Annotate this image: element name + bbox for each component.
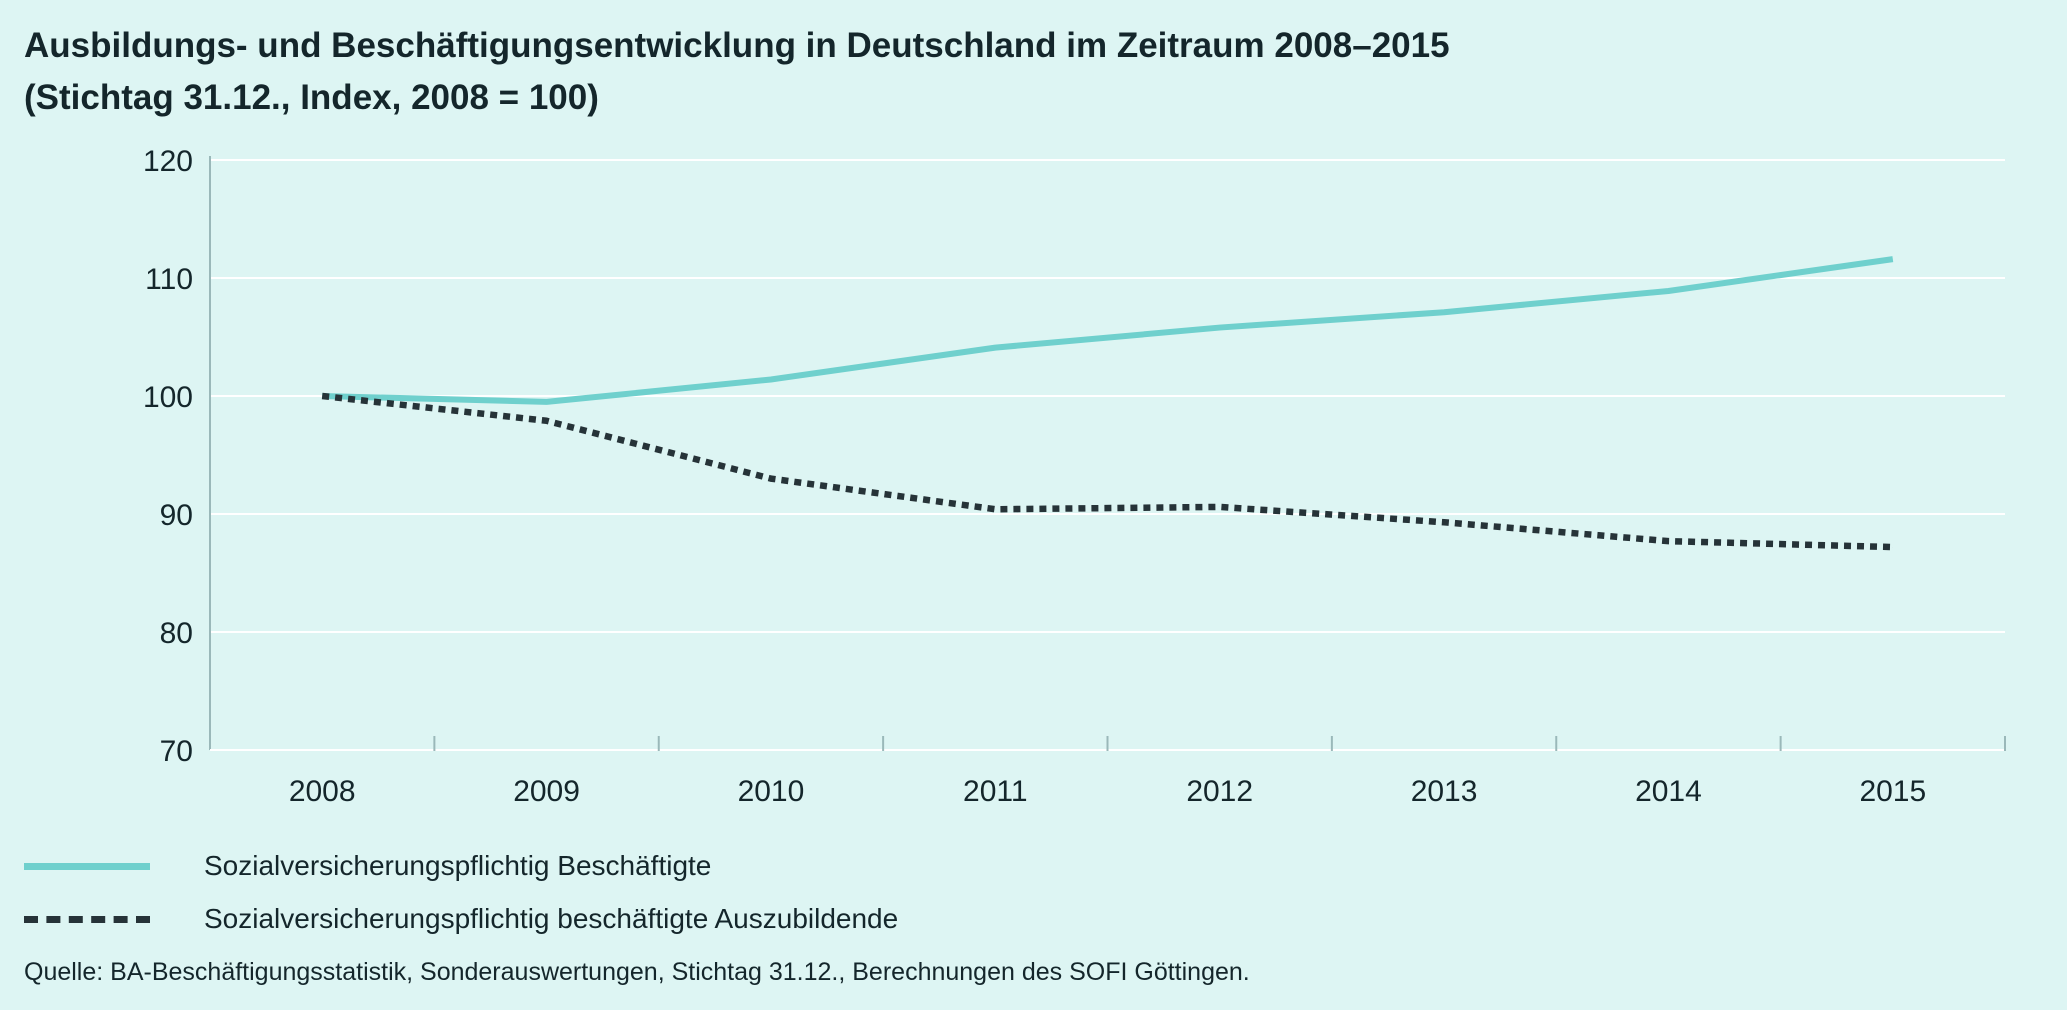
x-tick-label-2015: 2015 <box>1859 775 1926 808</box>
series-line-apprentices <box>321 392 1893 551</box>
legend-swatch-dotted <box>24 915 150 923</box>
y-tick-label-110: 110 <box>145 263 193 296</box>
legend-item-apprentices: Sozialversicherungspflichtig beschäftigt… <box>24 899 898 939</box>
chart-title-line-1: Ausbildungs- und Beschäftigungsentwicklu… <box>24 26 1450 65</box>
x-tick-label-2014: 2014 <box>1635 775 1702 808</box>
legend-label-employees: Sozialversicherungspflichtig Beschäftigt… <box>204 850 712 881</box>
chart-title: Ausbildungs- und Beschäftigungsentwicklu… <box>24 20 1450 124</box>
legend-label-apprentices: Sozialversicherungspflichtig beschäftigt… <box>204 903 899 934</box>
y-tick-label-90: 90 <box>160 499 193 532</box>
series-line-employees <box>322 256 1894 405</box>
x-tick-label-2012: 2012 <box>1186 775 1253 808</box>
chart-title-line-2: (Stichtag 31.12., Index, 2008 = 100) <box>24 78 599 117</box>
y-tick-label-120: 120 <box>143 145 193 178</box>
legend-item-employees: Sozialversicherungspflichtig Beschäftigt… <box>24 846 711 886</box>
y-tick-label-100: 100 <box>143 381 193 414</box>
source-note: Quelle: BA-Beschäftigungsstatistik, Sond… <box>24 958 1250 986</box>
x-tick-label-2010: 2010 <box>738 775 805 808</box>
x-tick-label-2011: 2011 <box>963 775 1028 808</box>
x-tick-label-2009: 2009 <box>513 775 580 808</box>
x-tick-label-2008: 2008 <box>289 775 356 808</box>
y-tick-label-80: 80 <box>160 617 193 650</box>
line-chart: 70 80 90 100 110 120 2008 2009 2010 2011 2012 2013 2… <box>143 145 2006 808</box>
x-tick-label-2013: 2013 <box>1411 775 1478 808</box>
y-tick-label-70: 70 <box>160 735 193 768</box>
legend-swatch-solid <box>24 862 150 870</box>
